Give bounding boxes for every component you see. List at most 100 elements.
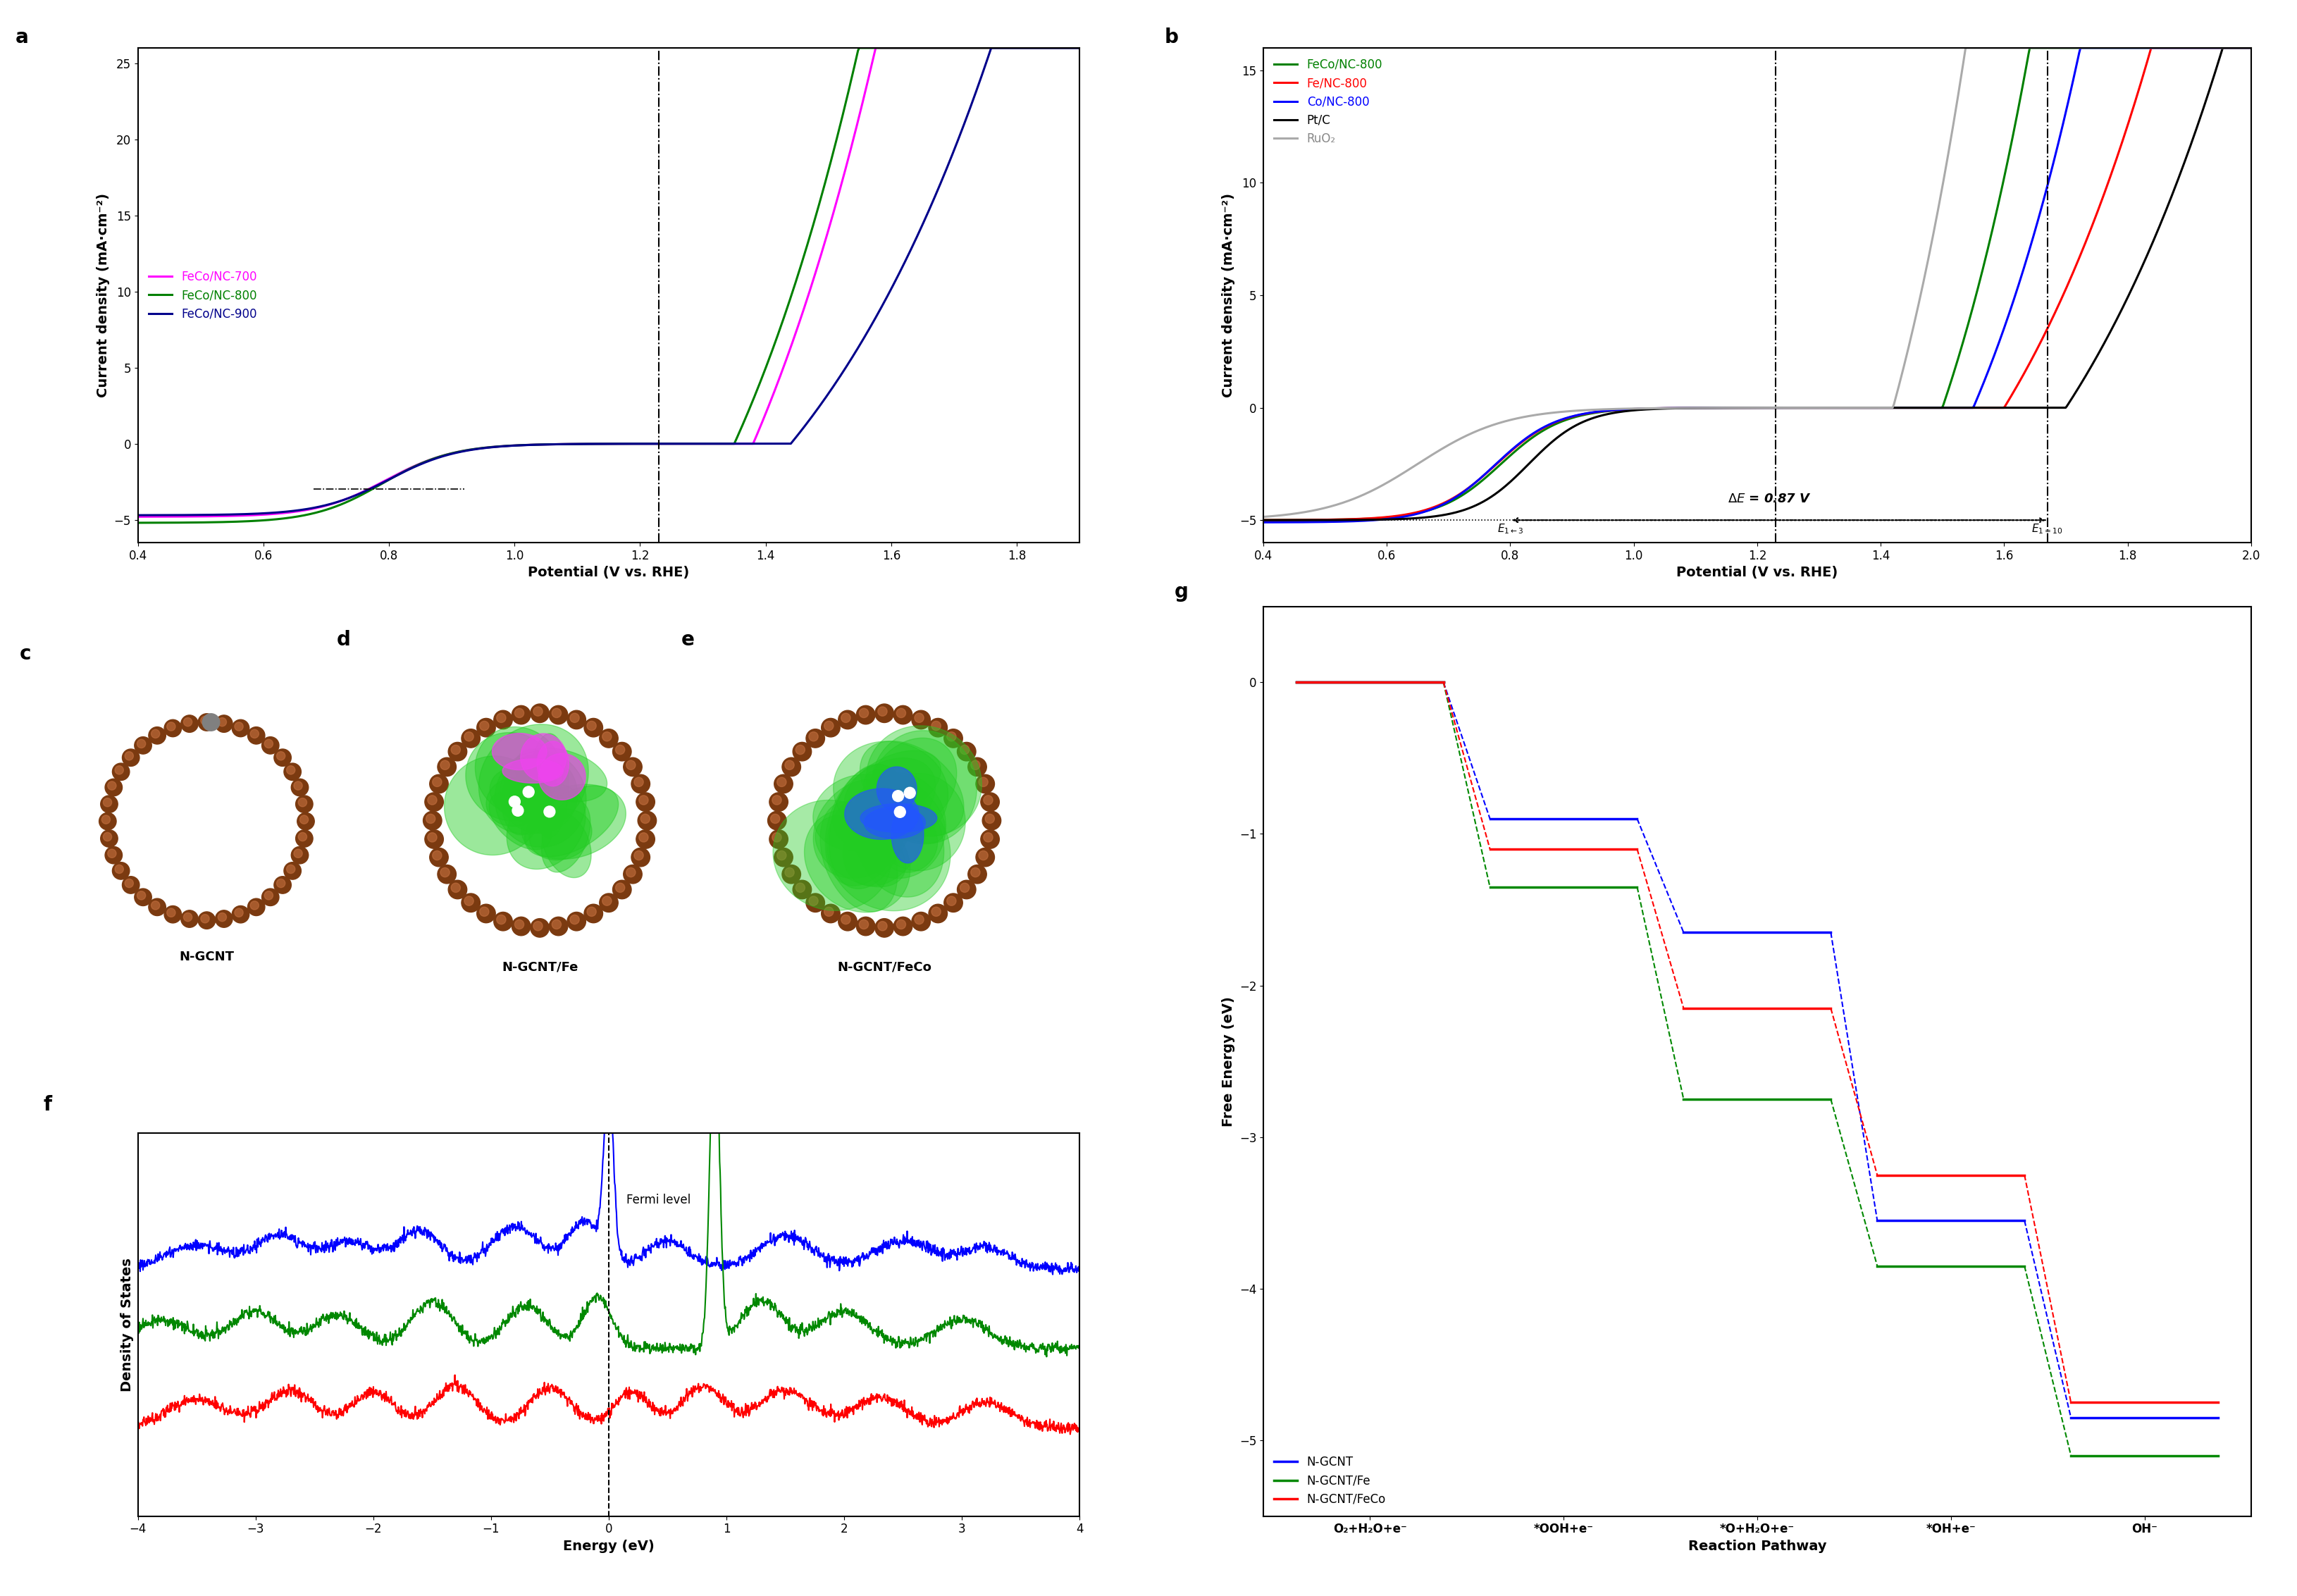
Circle shape: [639, 811, 657, 830]
FeCo/NC-900: [671, 434, 698, 453]
Circle shape: [976, 774, 995, 793]
Polygon shape: [528, 809, 593, 860]
Circle shape: [616, 883, 625, 892]
Co/NC-800: [2102, 38, 2129, 57]
Circle shape: [106, 779, 122, 796]
Polygon shape: [515, 749, 606, 801]
Pt/C: [1250, 511, 1277, 530]
Circle shape: [588, 907, 597, 916]
Circle shape: [218, 718, 227, 726]
Circle shape: [636, 793, 655, 811]
Text: d: d: [338, 630, 351, 650]
Circle shape: [551, 709, 560, 718]
Polygon shape: [845, 750, 942, 822]
Polygon shape: [501, 755, 577, 833]
Circle shape: [436, 865, 457, 884]
Polygon shape: [478, 725, 588, 835]
Circle shape: [960, 745, 969, 755]
Pt/C: [2210, 38, 2237, 57]
Circle shape: [806, 729, 825, 747]
Circle shape: [232, 720, 248, 737]
Circle shape: [425, 814, 436, 824]
Circle shape: [983, 833, 992, 843]
Polygon shape: [774, 800, 891, 911]
Circle shape: [772, 833, 781, 843]
Fe/NC-800: [2139, 38, 2166, 57]
Circle shape: [515, 919, 524, 929]
Pt/C: [1849, 397, 1877, 417]
Circle shape: [432, 777, 441, 787]
Circle shape: [928, 905, 946, 922]
Circle shape: [448, 881, 466, 899]
Circle shape: [198, 713, 216, 731]
Circle shape: [905, 787, 917, 798]
Polygon shape: [859, 741, 965, 836]
Circle shape: [944, 729, 962, 747]
Circle shape: [250, 729, 260, 737]
Text: Fermi level: Fermi level: [627, 1194, 691, 1207]
Legend: N-GCNT, N-GCNT/Fe, N-GCNT/FeCo: N-GCNT, N-GCNT/Fe, N-GCNT/FeCo: [1270, 1451, 1390, 1510]
Polygon shape: [827, 788, 951, 911]
Circle shape: [822, 905, 841, 922]
Circle shape: [101, 795, 117, 812]
FeCo/NC-700: [124, 508, 152, 527]
Circle shape: [894, 705, 912, 725]
Text: g: g: [1174, 583, 1188, 602]
Circle shape: [622, 758, 643, 776]
FeCo/NC-800: [1998, 128, 2026, 147]
Line: FeCo/NC-800: FeCo/NC-800: [138, 48, 1080, 523]
Polygon shape: [443, 757, 542, 855]
Line: Pt/C: Pt/C: [1263, 48, 2251, 520]
Circle shape: [822, 718, 841, 737]
Polygon shape: [531, 734, 570, 838]
Polygon shape: [854, 785, 944, 897]
Legend: FeCo/NC-700, FeCo/NC-800, FeCo/NC-900: FeCo/NC-700, FeCo/NC-800, FeCo/NC-900: [145, 265, 262, 326]
Fe/NC-800: [1250, 511, 1277, 530]
Circle shape: [613, 881, 632, 899]
Circle shape: [859, 709, 868, 718]
Circle shape: [634, 777, 643, 787]
Circle shape: [113, 763, 129, 780]
Circle shape: [549, 705, 567, 725]
FeCo/NC-900: [935, 153, 962, 172]
Co/NC-800: [1879, 397, 1907, 417]
Circle shape: [914, 915, 923, 924]
Circle shape: [960, 883, 969, 892]
Circle shape: [795, 745, 804, 755]
Pt/C: [1998, 397, 2026, 417]
Circle shape: [152, 902, 161, 910]
Circle shape: [202, 713, 221, 731]
Circle shape: [462, 894, 480, 913]
FeCo/NC-800: [696, 434, 724, 453]
Pt/C: [2099, 316, 2127, 335]
RuO₂: [2102, 38, 2129, 57]
Circle shape: [958, 742, 976, 761]
Circle shape: [983, 811, 1001, 830]
Circle shape: [551, 919, 560, 929]
Circle shape: [248, 899, 264, 916]
Circle shape: [976, 847, 995, 867]
Circle shape: [896, 919, 905, 929]
Circle shape: [299, 833, 308, 841]
Circle shape: [639, 833, 648, 843]
Circle shape: [250, 902, 260, 910]
Circle shape: [200, 717, 209, 725]
Polygon shape: [834, 741, 949, 841]
Circle shape: [427, 833, 436, 843]
FeCo/NC-800: [2237, 38, 2265, 57]
Circle shape: [480, 721, 489, 731]
Circle shape: [200, 915, 209, 922]
Circle shape: [894, 918, 912, 935]
Fe/NC-800: [2237, 38, 2265, 57]
Circle shape: [101, 830, 117, 847]
Circle shape: [103, 798, 113, 806]
Circle shape: [138, 739, 145, 749]
Polygon shape: [489, 768, 551, 822]
Circle shape: [979, 777, 988, 787]
Circle shape: [946, 733, 956, 741]
Polygon shape: [466, 733, 556, 820]
FeCo/NC-900: [724, 434, 751, 453]
Circle shape: [641, 814, 650, 824]
Co/NC-800: [1849, 397, 1877, 417]
Circle shape: [549, 918, 567, 935]
